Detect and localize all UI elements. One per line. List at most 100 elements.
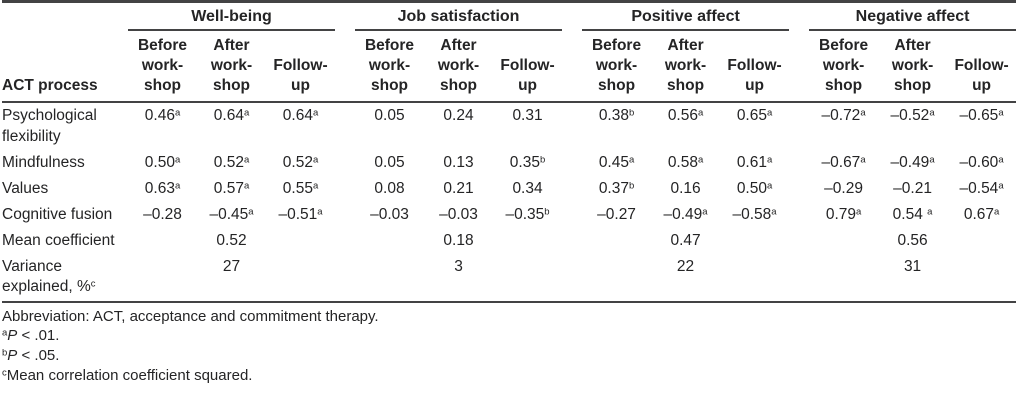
cell-value: 0.46 — [144, 107, 175, 125]
cell-value: –0.51 — [278, 205, 318, 223]
cell-value: 0.67 — [963, 205, 994, 223]
cell-value: 0.31 — [512, 107, 543, 125]
cell-superscript: a — [766, 180, 773, 192]
cell-value: 0.50 — [144, 153, 175, 171]
cell-value: 0.38 — [598, 107, 629, 125]
row-label: Cognitive fusion — [2, 202, 128, 228]
col-header-after-workshop: After work- shop — [878, 30, 948, 104]
cell-superscript: a — [929, 154, 935, 166]
cell-superscript: b — [539, 154, 546, 166]
cell-value: 0.79 — [825, 205, 856, 223]
footnote: Abbreviation: ACT, acceptance and commit… — [2, 308, 1018, 327]
table-cell: 0.52a — [266, 150, 335, 176]
table-cell: 0.63a — [128, 176, 197, 202]
table-cell: 0.79a — [809, 202, 878, 228]
cell-value: 0.34 — [512, 179, 543, 197]
table-cell: 0.52a — [197, 150, 266, 176]
cell-superscript: a — [702, 206, 708, 218]
row-label: Mean coefficient — [2, 228, 128, 254]
table-cell: –0.67a — [809, 150, 878, 176]
col-header-follow-up: Follow- up — [266, 30, 336, 104]
row-label-superscript: c — [90, 279, 96, 291]
table-cell — [947, 254, 1016, 301]
group-header-negative-affect: Negative affect — [809, 1, 1017, 31]
cell-superscript: a — [771, 206, 777, 218]
table-row: Mean coefficient 0.52 0.18 0.47 0.56 — [2, 228, 1016, 254]
table-cell: 0.56 — [878, 228, 947, 254]
table-cell: –0.45a — [197, 202, 266, 228]
spacer — [562, 254, 582, 301]
cell-value: –0.35 — [505, 205, 545, 223]
cell-superscript: a — [994, 206, 1000, 218]
cell-superscript: a — [929, 108, 935, 120]
cell-superscript: a — [312, 154, 319, 166]
table-cell: 0.31 — [493, 102, 562, 149]
col-header-before-workshop: Before work- shop — [128, 30, 197, 104]
cell-superscript: a — [697, 108, 704, 120]
cell-value: 0.61 — [736, 153, 767, 171]
cell-value: 27 — [222, 258, 241, 276]
row-label-text: Values — [2, 179, 49, 197]
table-cell: 0.56a — [651, 102, 720, 149]
spacer — [335, 202, 355, 228]
cell-superscript: a — [174, 154, 181, 166]
table-cell: –0.65a — [947, 102, 1016, 149]
table-row: Values 0.63a 0.57a 0.55a 0.08 0.21 0.34 … — [2, 176, 1016, 202]
cell-value: –0.49 — [890, 153, 930, 171]
spacer — [562, 102, 582, 149]
col-header-before-workshop: Before work- shop — [355, 30, 425, 104]
cell-value: 0.50 — [736, 179, 767, 197]
cell-value: 0.45 — [598, 153, 629, 171]
cell-value: 0.64 — [282, 107, 313, 125]
table-cell: –0.52a — [878, 102, 947, 149]
table-cell: –0.29 — [809, 176, 878, 202]
col-header-after-workshop: After work- shop — [651, 30, 721, 104]
table-cell: 0.64a — [266, 102, 335, 149]
group-gap — [335, 30, 356, 104]
cell-superscript: a — [628, 154, 635, 166]
footnote: cMean correlation coefficient squared. — [2, 367, 1018, 386]
cell-value: 0.58 — [667, 153, 698, 171]
cell-superscript: a — [243, 180, 250, 192]
table-cell: –0.03 — [355, 202, 424, 228]
table-cell: –0.28 — [128, 202, 197, 228]
table-cell: 0.05 — [355, 150, 424, 176]
table-cell: 0.45a — [582, 150, 651, 176]
spacer — [789, 202, 809, 228]
cell-value: 22 — [676, 258, 695, 276]
spacer — [335, 150, 355, 176]
row-label: Mindfulness — [2, 150, 128, 176]
spacer — [562, 202, 582, 228]
table-cell: 0.37b — [582, 176, 651, 202]
table-cell: 0.21 — [424, 176, 493, 202]
cell-value: 0.24 — [443, 107, 474, 125]
table-cell: 0.67a — [947, 202, 1016, 228]
spacer — [789, 254, 809, 301]
cell-superscript: a — [998, 180, 1004, 192]
table-cell: 3 — [424, 254, 493, 301]
cell-value: 0.13 — [443, 153, 474, 171]
col-header-before-workshop: Before work- shop — [582, 30, 652, 104]
spacer — [789, 150, 809, 176]
table-cell: 0.54 a — [878, 202, 947, 228]
col-header-after-workshop: After work- shop — [197, 30, 266, 104]
table-cell: –0.27 — [582, 202, 651, 228]
cell-value: 0.52 — [282, 153, 313, 171]
row-label-text: Cognitive fusion — [2, 205, 113, 223]
table-cell: –0.21 — [878, 176, 947, 202]
cell-value: –0.58 — [732, 205, 772, 223]
col-header-follow-up: Follow- up — [947, 30, 1017, 104]
table-cell: 0.18 — [424, 228, 493, 254]
table-cell — [720, 228, 789, 254]
cell-value: –0.45 — [209, 205, 249, 223]
row-header-act-process: ACT process — [2, 30, 128, 104]
cell-value: –0.72 — [821, 107, 861, 125]
footnote-text: < .01. — [17, 327, 60, 345]
table-cell — [582, 228, 651, 254]
group-gap — [562, 30, 583, 104]
cell-value: 0.05 — [374, 107, 405, 125]
table-cell — [809, 254, 878, 301]
cell-value: –0.52 — [890, 107, 930, 125]
cell-value: 0.63 — [144, 179, 175, 197]
cell-superscript: a — [248, 206, 254, 218]
